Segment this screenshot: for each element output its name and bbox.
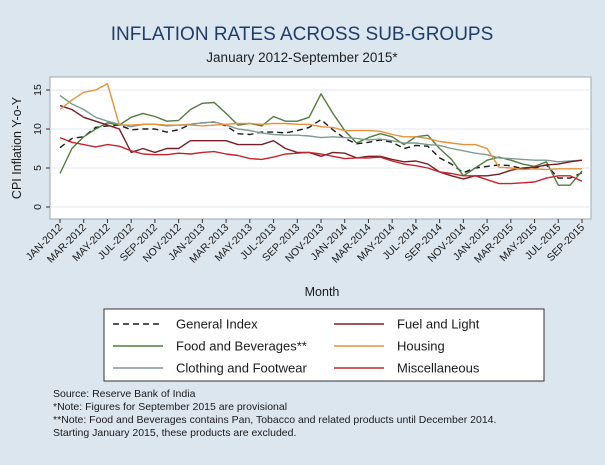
y-axis-ticks: 0 5 10 15 (32, 84, 50, 210)
series-lines (59, 83, 583, 186)
y-tick-label: 10 (32, 123, 44, 135)
y-axis-label: CPI Inflation Y-o-Y (10, 96, 24, 199)
legend-label-housing: Housing (397, 339, 445, 354)
y-tick-label: 5 (32, 165, 44, 171)
legend-label-food-and-beverages: Food and Beverages** (176, 339, 307, 354)
series-line-housing (59, 83, 582, 171)
y-tick-label: 15 (32, 84, 44, 96)
source-note: Source: Reserve Bank of India (53, 388, 196, 400)
legend-label-miscellaneous: Miscellaneous (397, 361, 480, 376)
legend-label-general-index: General Index (176, 317, 258, 332)
plot-area (49, 76, 592, 220)
series-line-general-index (59, 118, 583, 179)
chart-title: INFLATION RATES ACROSS SUB-GROUPS (111, 24, 494, 45)
note-provisional: *Note: Figures for September 2015 are pr… (53, 401, 287, 413)
series-line-fuel-and-light (59, 104, 583, 180)
legend-label-clothing-and-footwear: Clothing and Footwear (176, 361, 307, 376)
note-food-beverages: **Note: Food and Beverages contains Pan,… (53, 414, 496, 426)
legend-box (103, 308, 545, 382)
x-axis-ticks: JAN-2012MAR-2012MAY-2012JUL-2012SEP-2012… (24, 219, 587, 266)
series-line-food-and-beverages (59, 93, 583, 186)
note-exclusion: Starting January 2015, these products ar… (53, 427, 296, 439)
legend: General Index Fuel and Light Food and Beve… (113, 317, 480, 376)
x-axis-label: Month (305, 285, 340, 299)
series-line-miscellaneous (59, 136, 583, 185)
y-tick-label: 0 (32, 204, 44, 210)
chart-subtitle: January 2012-September 2015* (206, 50, 398, 65)
legend-label-fuel-and-light: Fuel and Light (397, 317, 480, 332)
